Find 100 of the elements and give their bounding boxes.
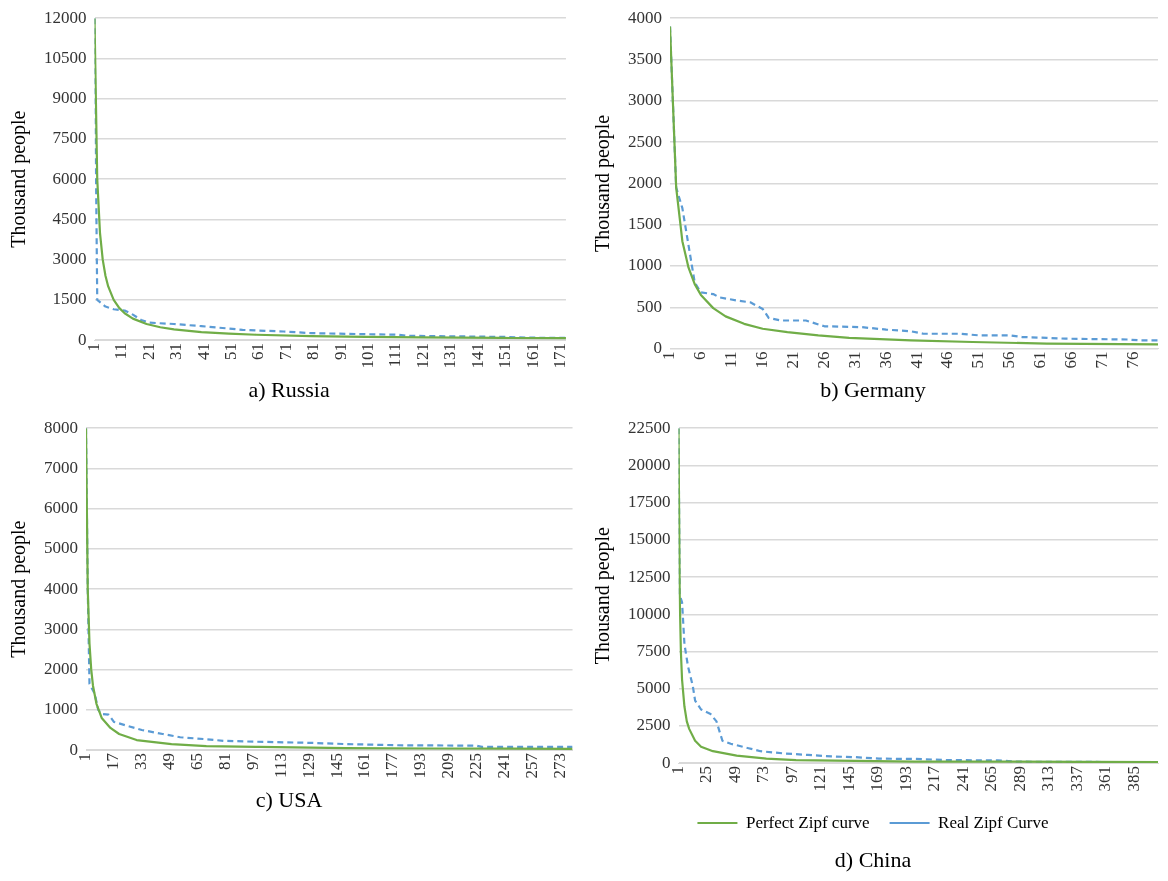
x-tick-label: 97 (242, 752, 262, 771)
text: a) Russia (248, 376, 330, 402)
y-tick-label: 20000 (628, 454, 671, 474)
y-tick-label: 3000 (52, 249, 87, 269)
x-tick-label: 11 (721, 351, 741, 368)
x-tick-label: 361 (1095, 766, 1115, 792)
x-tick-label: 51 (221, 343, 241, 361)
x-tick-label: 46 (937, 351, 957, 369)
x-tick-label: 41 (193, 343, 213, 361)
y-tick-label: 500 (636, 296, 662, 316)
y-tick-label: 15000 (628, 529, 671, 549)
x-tick-label: 131 (440, 343, 460, 369)
x-tick-label: 16 (752, 351, 772, 369)
y-tick-label: 22500 (628, 417, 671, 437)
y-tick-label: 6000 (44, 498, 78, 518)
x-tick-label: 21 (783, 351, 803, 369)
y-tick-label: 8000 (44, 417, 78, 437)
x-tick-label: 241 (952, 766, 972, 792)
x-tick-label: 145 (326, 753, 346, 779)
y-tick-label: 12500 (628, 566, 671, 586)
x-tick-label: 65 (187, 753, 207, 771)
y-tick-label: 2500 (628, 131, 662, 151)
y-tick-label: 0 (653, 338, 662, 358)
y-tick-label: 1500 (628, 214, 662, 234)
text: c) USA (255, 786, 323, 812)
x-tick-label: 337 (1066, 765, 1086, 792)
x-tick-label: 71 (1091, 351, 1111, 369)
y-tick-label: 3000 (44, 618, 78, 638)
y-tick-label: 7500 (52, 128, 87, 148)
x-tick-label: 76 (1122, 351, 1142, 369)
x-tick-label: 49 (724, 766, 744, 784)
x-tick-label: 217 (924, 765, 944, 792)
y-tick-label: 1000 (44, 699, 78, 719)
x-tick-label: 141 (467, 343, 487, 369)
y-axis-title: Thousand people (591, 526, 615, 665)
text: b) Germany (820, 376, 926, 402)
x-tick-label: 51 (968, 351, 988, 369)
text: d) China (834, 846, 912, 872)
x-tick-label: 111 (385, 343, 405, 368)
x-tick-label: 273 (549, 753, 569, 779)
y-tick-label: 10000 (628, 603, 671, 623)
x-tick-label: 171 (549, 343, 569, 369)
x-tick-label: 289 (1009, 766, 1029, 792)
legend-label: Perfect Zipf curve (745, 812, 870, 832)
x-tick-label: 6 (690, 351, 710, 361)
y-tick-label: 1500 (52, 289, 87, 309)
x-tick-label: 81 (303, 343, 323, 361)
y-tick-label: 12000 (44, 7, 87, 27)
x-tick-label: 31 (166, 343, 186, 361)
y-tick-label: 4000 (628, 7, 662, 27)
y-tick-label: 0 (78, 329, 87, 349)
y-tick-label: 7500 (636, 640, 671, 660)
x-tick-label: 241 (494, 753, 514, 779)
x-tick-label: 21 (138, 343, 158, 361)
x-tick-label: 66 (1060, 351, 1080, 369)
x-tick-label: 31 (844, 351, 864, 369)
y-tick-label: 5000 (636, 678, 671, 698)
x-tick-label: 225 (466, 753, 486, 779)
x-tick-label: 209 (438, 753, 458, 779)
y-tick-label: 0 (69, 739, 78, 759)
x-tick-label: 41 (906, 351, 926, 369)
x-tick-label: 81 (214, 753, 234, 771)
y-axis-title: Thousand people (7, 110, 31, 248)
x-tick-label: 193 (895, 766, 915, 792)
y-tick-label: 17500 (628, 492, 671, 512)
x-tick-label: 161 (522, 343, 542, 369)
x-tick-label: 91 (330, 343, 350, 361)
y-tick-label: 4500 (52, 208, 87, 228)
x-tick-label: 177 (382, 752, 402, 779)
x-tick-label: 36 (875, 351, 895, 369)
x-tick-label: 26 (813, 351, 833, 369)
x-tick-label: 385 (1123, 766, 1143, 792)
x-tick-label: 61 (248, 343, 268, 361)
x-tick-label: 25 (696, 766, 716, 784)
x-tick-label: 169 (867, 766, 887, 792)
y-tick-label: 2000 (628, 172, 662, 192)
y-tick-label: 9000 (52, 88, 87, 108)
x-tick-label: 161 (354, 753, 374, 779)
y-axis-title: Thousand people (591, 114, 615, 252)
y-tick-label: 3000 (628, 90, 662, 110)
y-tick-label: 7000 (44, 457, 78, 477)
y-tick-label: 1000 (628, 255, 662, 275)
x-tick-label: 33 (131, 753, 151, 771)
x-tick-label: 97 (781, 765, 801, 784)
x-tick-label: 17 (103, 752, 123, 771)
x-tick-label: 257 (521, 752, 541, 779)
x-tick-label: 313 (1038, 766, 1058, 792)
y-tick-label: 2000 (44, 659, 78, 679)
x-tick-label: 193 (410, 753, 430, 779)
x-tick-label: 121 (810, 766, 830, 792)
x-tick-label: 11 (111, 343, 131, 360)
x-tick-label: 129 (298, 753, 318, 779)
y-tick-label: 4000 (44, 578, 78, 598)
x-tick-label: 73 (753, 766, 773, 784)
x-tick-label: 151 (495, 343, 515, 369)
x-tick-label: 49 (159, 753, 179, 771)
x-tick-label: 265 (981, 766, 1001, 792)
x-tick-label: 56 (999, 351, 1019, 369)
x-tick-label: 121 (412, 343, 432, 369)
y-axis-title: Thousand people (7, 520, 31, 658)
